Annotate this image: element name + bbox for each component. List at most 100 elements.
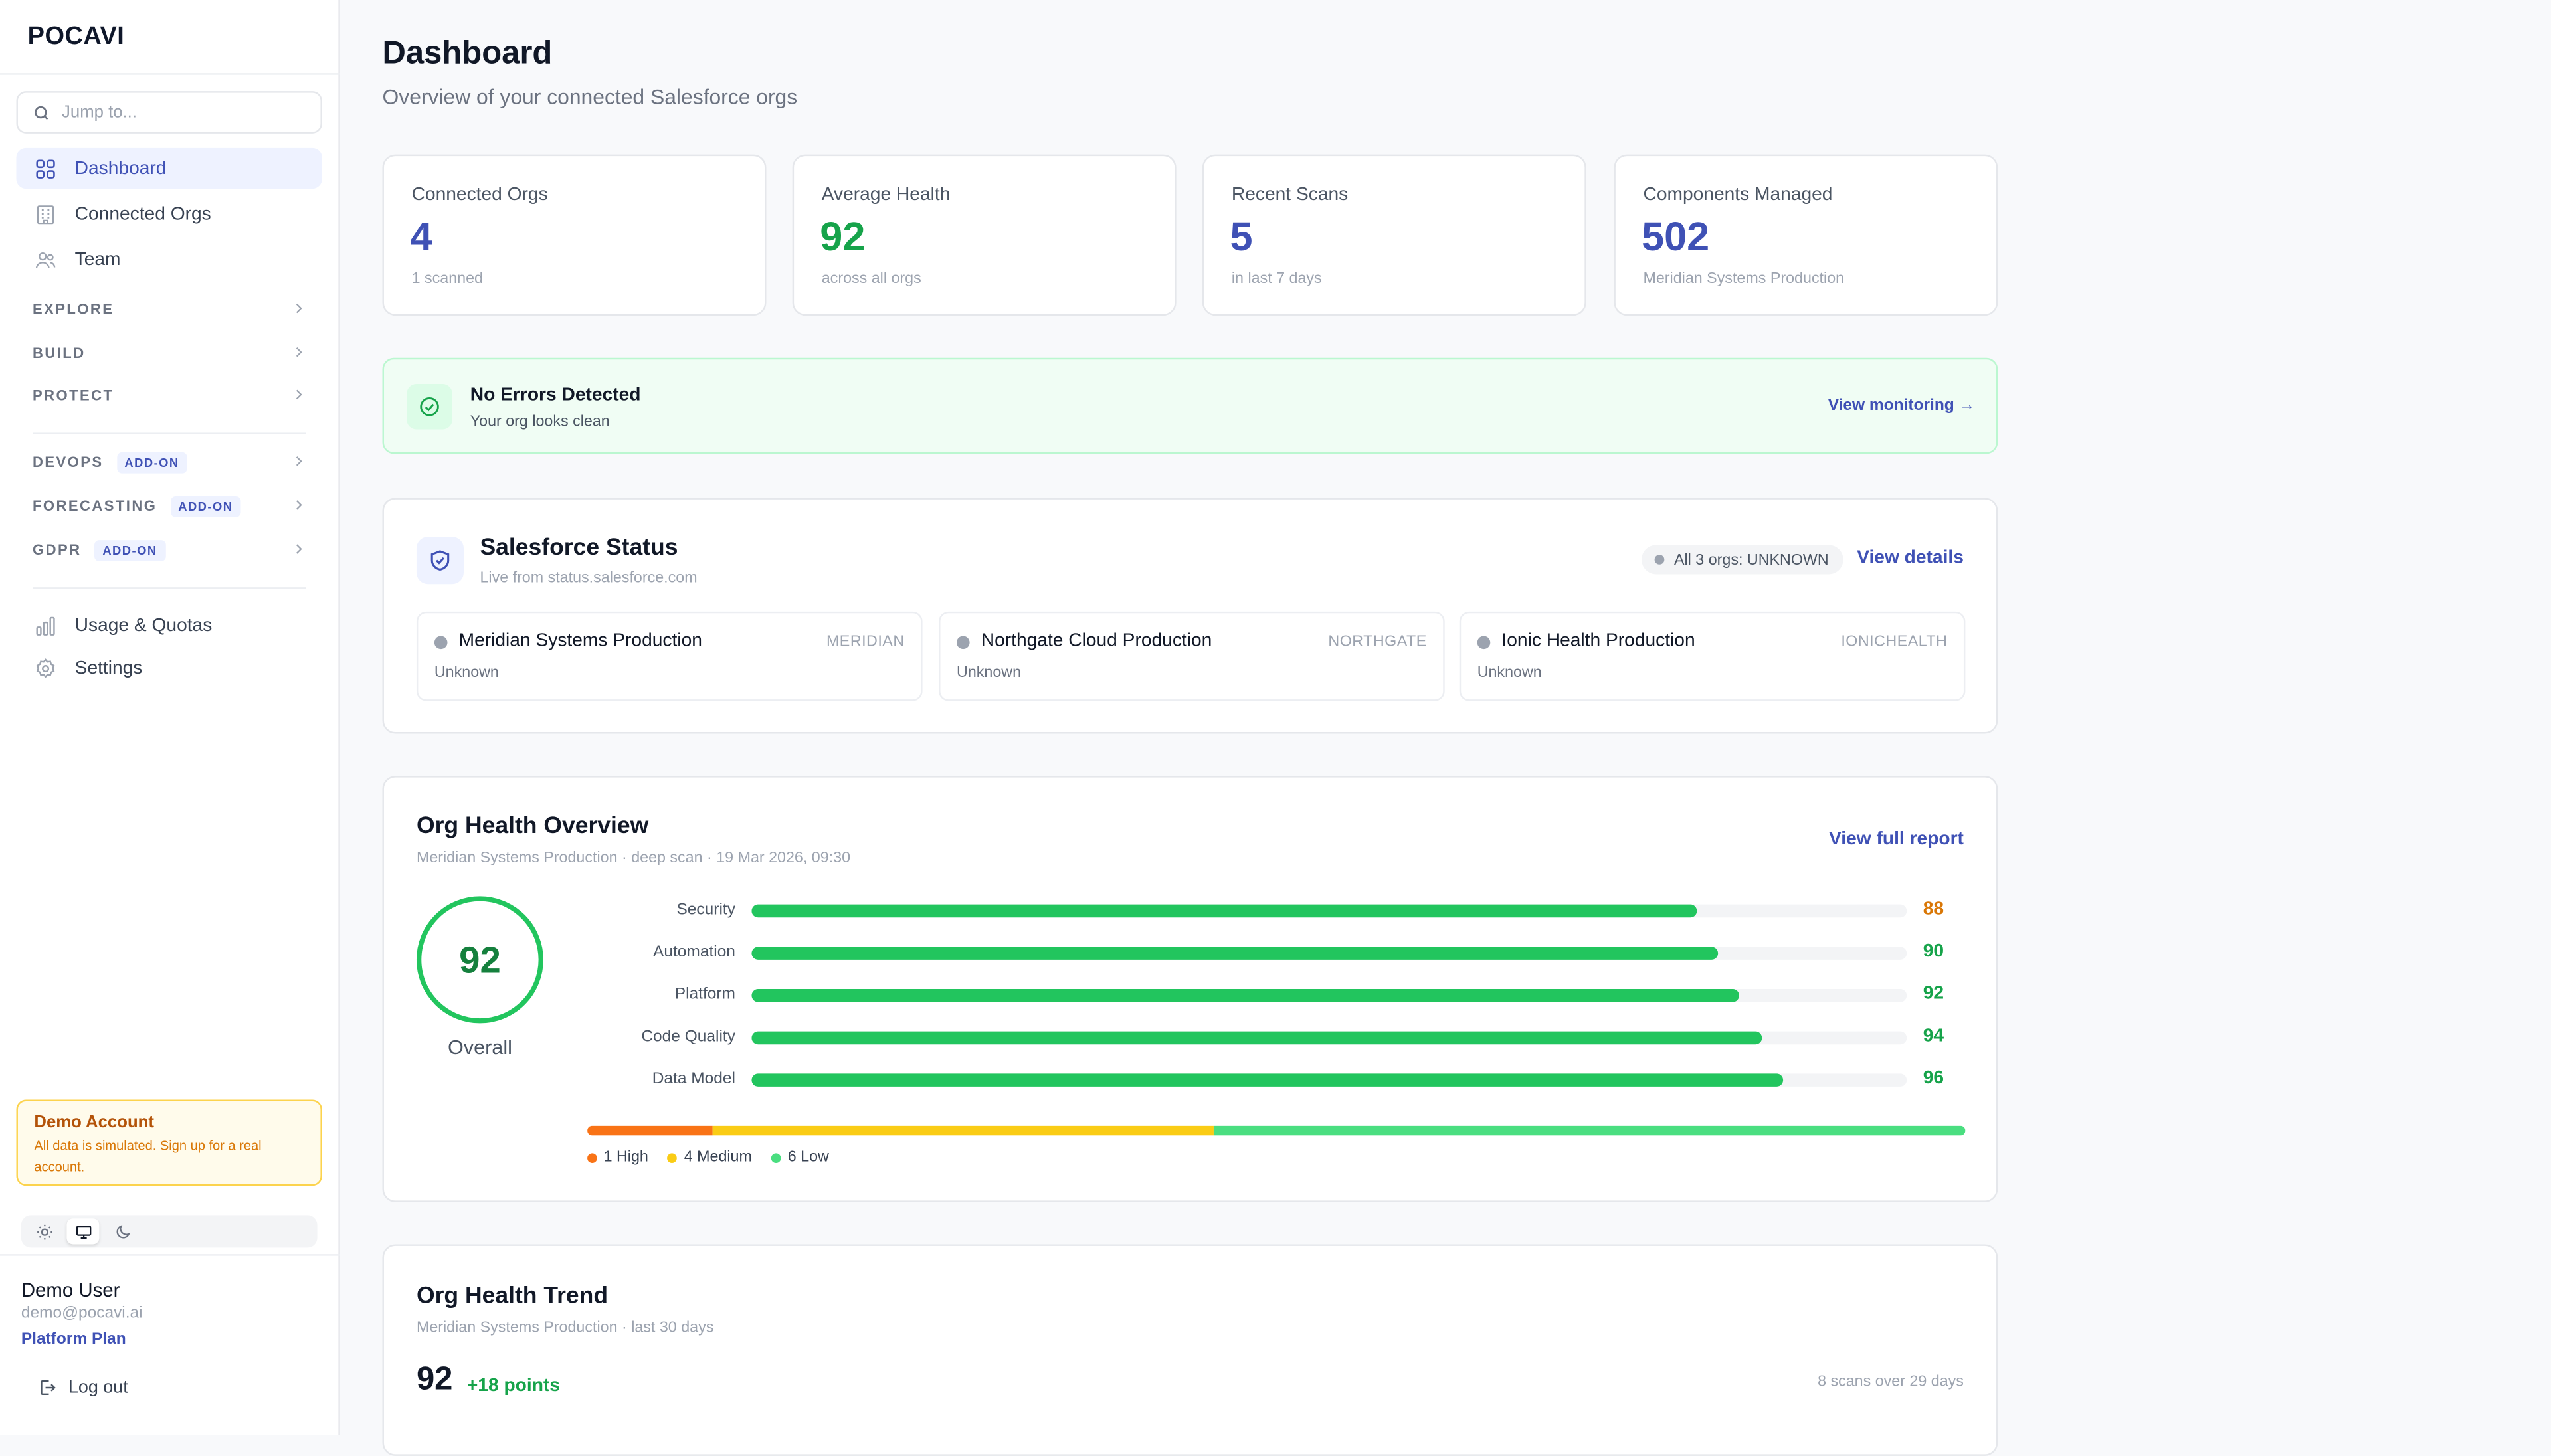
nav-team-label: Team xyxy=(74,249,121,270)
overall-score-ring: 92 xyxy=(416,896,543,1024)
overall-label: Overall xyxy=(447,1036,512,1059)
section-explore[interactable]: EXPLORE xyxy=(33,298,306,320)
stat-value: 4 xyxy=(410,215,433,260)
chevron-right-icon xyxy=(296,347,302,357)
health-row-automation: Automation 90 xyxy=(384,942,2000,962)
section-gdpr[interactable]: GDPR ADD-ON xyxy=(33,539,306,561)
user-plan-link[interactable]: Platform Plan xyxy=(21,1330,126,1349)
page-subtitle: Overview of your connected Salesforce or… xyxy=(382,84,798,110)
chevron-right-icon xyxy=(296,456,302,466)
logout-button[interactable]: Log out xyxy=(37,1378,128,1398)
theme-light-button[interactable] xyxy=(28,1218,60,1244)
demo-account-notice: Demo Account All data is simulated. Sign… xyxy=(16,1099,322,1186)
health-bar-fill xyxy=(751,947,1719,960)
section-gdpr-label: GDPR xyxy=(32,541,82,559)
stat-value: 92 xyxy=(820,215,866,260)
status-dot xyxy=(434,636,448,650)
user-email: demo@pocavi.ai xyxy=(21,1305,143,1323)
health-bar-track xyxy=(751,1031,1907,1045)
section-protect[interactable]: PROTECT xyxy=(33,384,306,407)
org-health-overview-card: Org Health Overview Meridian Systems Pro… xyxy=(382,776,2000,1202)
org-status: Unknown xyxy=(1477,664,1542,682)
search-icon xyxy=(35,105,48,119)
status-dot xyxy=(1477,636,1491,650)
shield-check-icon xyxy=(416,537,464,585)
health-bar-fill xyxy=(751,1031,1762,1045)
section-forecasting[interactable]: FORECASTING ADD-ON xyxy=(33,494,306,517)
chevron-right-icon xyxy=(296,389,302,400)
theme-dark-button[interactable] xyxy=(106,1218,138,1244)
health-sub: Meridian Systems Production · deep scan … xyxy=(416,849,851,867)
nav-usage-quotas[interactable]: Usage & Quotas xyxy=(16,605,322,646)
no-errors-title: No Errors Detected xyxy=(470,385,641,405)
section-devops[interactable]: DEVOPS ADD-ON xyxy=(33,450,306,473)
health-bar-track xyxy=(751,904,1907,918)
org-name: Meridian Systems Production xyxy=(458,631,702,651)
section-explore-label: EXPLORE xyxy=(32,301,114,318)
addon-badge: ADD-ON xyxy=(94,539,165,561)
legend-high-label: 1 High xyxy=(603,1148,648,1166)
status-badge-label: All 3 orgs: UNKNOWN xyxy=(1673,550,1829,569)
health-bar-fill xyxy=(751,1073,1783,1087)
section-protect-label: PROTECT xyxy=(32,387,114,404)
nav-settings[interactable]: Settings xyxy=(16,648,322,688)
view-details-link[interactable]: View details xyxy=(1857,548,1964,568)
org-status-item[interactable]: Northgate Cloud Production NORTHGATE Unk… xyxy=(939,611,1445,701)
health-row-score: 88 xyxy=(1923,899,1944,919)
salesforce-status-title: Salesforce Status xyxy=(480,535,678,561)
stat-card-recent-scans[interactable]: Recent Scans 5 in last 7 days xyxy=(1202,154,1586,316)
nav-dashboard-label: Dashboard xyxy=(74,158,167,179)
legend-medium-label: 4 Medium xyxy=(684,1148,752,1166)
section-devops-label: DEVOPS xyxy=(32,454,104,470)
divider xyxy=(0,1254,340,1256)
org-code: NORTHGATE xyxy=(1328,632,1427,651)
nav-connected-orgs[interactable]: Connected Orgs xyxy=(16,193,322,234)
health-row-score: 92 xyxy=(1923,984,1944,1004)
theme-system-button[interactable] xyxy=(66,1218,100,1245)
stat-value: 502 xyxy=(1642,215,1710,260)
search-input[interactable]: Jump to... xyxy=(16,91,322,134)
salesforce-status-card: Salesforce Status Live from status.sales… xyxy=(382,498,1998,734)
stat-card-average-health[interactable]: Average Health 92 across all orgs xyxy=(792,154,1177,316)
health-row-code-quality: Code Quality 94 xyxy=(384,1026,2000,1047)
section-build[interactable]: BUILD xyxy=(33,341,306,364)
view-full-report-link[interactable]: View full report xyxy=(1829,829,1964,850)
nav-dashboard[interactable]: Dashboard xyxy=(16,147,322,189)
addon-badge: ADD-ON xyxy=(169,495,241,517)
monitor-icon xyxy=(75,1224,91,1238)
nav-team[interactable]: Team xyxy=(16,239,322,280)
stat-sub: 1 scanned xyxy=(411,270,483,288)
org-name: Northgate Cloud Production xyxy=(981,631,1212,651)
health-row-data-model: Data Model 96 xyxy=(384,1069,2000,1089)
org-status-item[interactable]: Meridian Systems Production MERIDIAN Unk… xyxy=(416,611,923,701)
nav-usage-label: Usage & Quotas xyxy=(74,615,213,636)
trend-title: Org Health Trend xyxy=(416,1283,609,1310)
stat-card-components-managed[interactable]: Components Managed 502 Meridian Systems … xyxy=(1614,154,1998,316)
nav-settings-label: Settings xyxy=(74,658,143,678)
health-row-label: Data Model xyxy=(652,1070,735,1089)
brand-logo[interactable]: POCAVI xyxy=(27,23,125,50)
health-row-score: 94 xyxy=(1923,1026,1944,1046)
section-forecasting-label: FORECASTING xyxy=(32,498,157,514)
stat-card-connected-orgs[interactable]: Connected Orgs 4 1 scanned xyxy=(382,154,767,316)
legend-medium: 4 Medium xyxy=(668,1148,752,1166)
building-icon xyxy=(34,203,56,225)
view-monitoring-link[interactable]: View monitoring → xyxy=(1828,397,1976,415)
demo-title: Demo Account xyxy=(34,1113,154,1133)
stat-sub: across all orgs xyxy=(821,270,921,288)
legend-dot xyxy=(587,1152,597,1162)
legend-dot xyxy=(668,1152,678,1162)
check-circle-icon xyxy=(407,383,452,430)
trend-value: 92 xyxy=(416,1361,453,1398)
gear-icon xyxy=(34,656,56,679)
trend-delta: +18 points xyxy=(466,1376,560,1396)
users-icon xyxy=(34,248,56,270)
legend-low: 6 Low xyxy=(771,1148,829,1166)
org-status-item[interactable]: Ionic Health Production IONICHEALTH Unkn… xyxy=(1459,611,1966,701)
org-code: IONICHEALTH xyxy=(1841,632,1948,651)
org-status: Unknown xyxy=(434,664,499,682)
stat-value: 5 xyxy=(1230,215,1253,260)
legend-high: 1 High xyxy=(587,1148,648,1166)
section-build-label: BUILD xyxy=(32,345,86,361)
health-row-label: Security xyxy=(676,901,735,919)
